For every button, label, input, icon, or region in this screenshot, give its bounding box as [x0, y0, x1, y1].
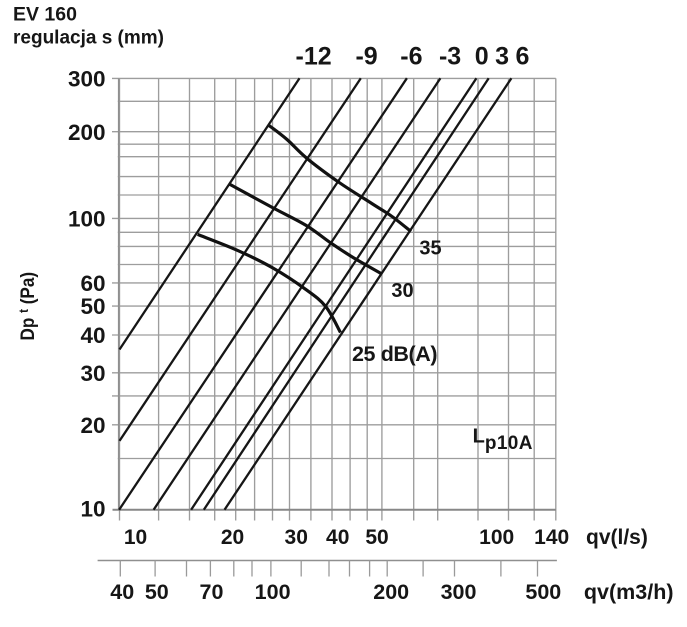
- svg-text:-12: -12: [296, 43, 332, 71]
- svg-text:3: 3: [495, 43, 509, 71]
- svg-text:Dp t (Pa): Dp t (Pa): [16, 272, 38, 341]
- svg-text:qv(m3/h): qv(m3/h): [584, 580, 674, 604]
- svg-text:40: 40: [326, 526, 349, 549]
- svg-text:20: 20: [80, 413, 105, 438]
- svg-text:-9: -9: [355, 43, 377, 71]
- svg-text:EV 160: EV 160: [13, 4, 77, 26]
- svg-text:500: 500: [525, 580, 561, 604]
- svg-text:60: 60: [80, 271, 105, 296]
- svg-text:200: 200: [68, 120, 106, 145]
- svg-text:25 dB(A): 25 dB(A): [352, 342, 437, 366]
- svg-text:10: 10: [80, 496, 105, 521]
- svg-text:100: 100: [479, 526, 514, 549]
- svg-text:200: 200: [373, 580, 409, 604]
- svg-text:-6: -6: [400, 43, 422, 71]
- svg-text:70: 70: [200, 580, 224, 604]
- svg-text:50: 50: [80, 294, 105, 319]
- svg-text:-3: -3: [439, 43, 461, 71]
- svg-text:6: 6: [515, 43, 529, 71]
- svg-text:50: 50: [365, 526, 388, 549]
- svg-text:30: 30: [391, 280, 413, 302]
- svg-text:30: 30: [80, 361, 105, 386]
- svg-text:20: 20: [221, 526, 244, 549]
- svg-text:qv(l/s): qv(l/s): [586, 526, 648, 549]
- svg-text:10: 10: [124, 526, 147, 549]
- svg-text:35: 35: [419, 238, 441, 260]
- svg-text:0: 0: [475, 43, 489, 71]
- svg-text:40: 40: [110, 580, 134, 604]
- svg-text:300: 300: [68, 67, 106, 92]
- svg-text:100: 100: [255, 580, 291, 604]
- svg-text:300: 300: [441, 580, 477, 604]
- svg-text:40: 40: [80, 323, 105, 348]
- svg-text:50: 50: [145, 580, 169, 604]
- svg-text:140: 140: [534, 526, 569, 549]
- svg-text:100: 100: [68, 207, 106, 232]
- svg-text:30: 30: [285, 526, 308, 549]
- svg-text:regulacja s (mm): regulacja s (mm): [13, 28, 164, 49]
